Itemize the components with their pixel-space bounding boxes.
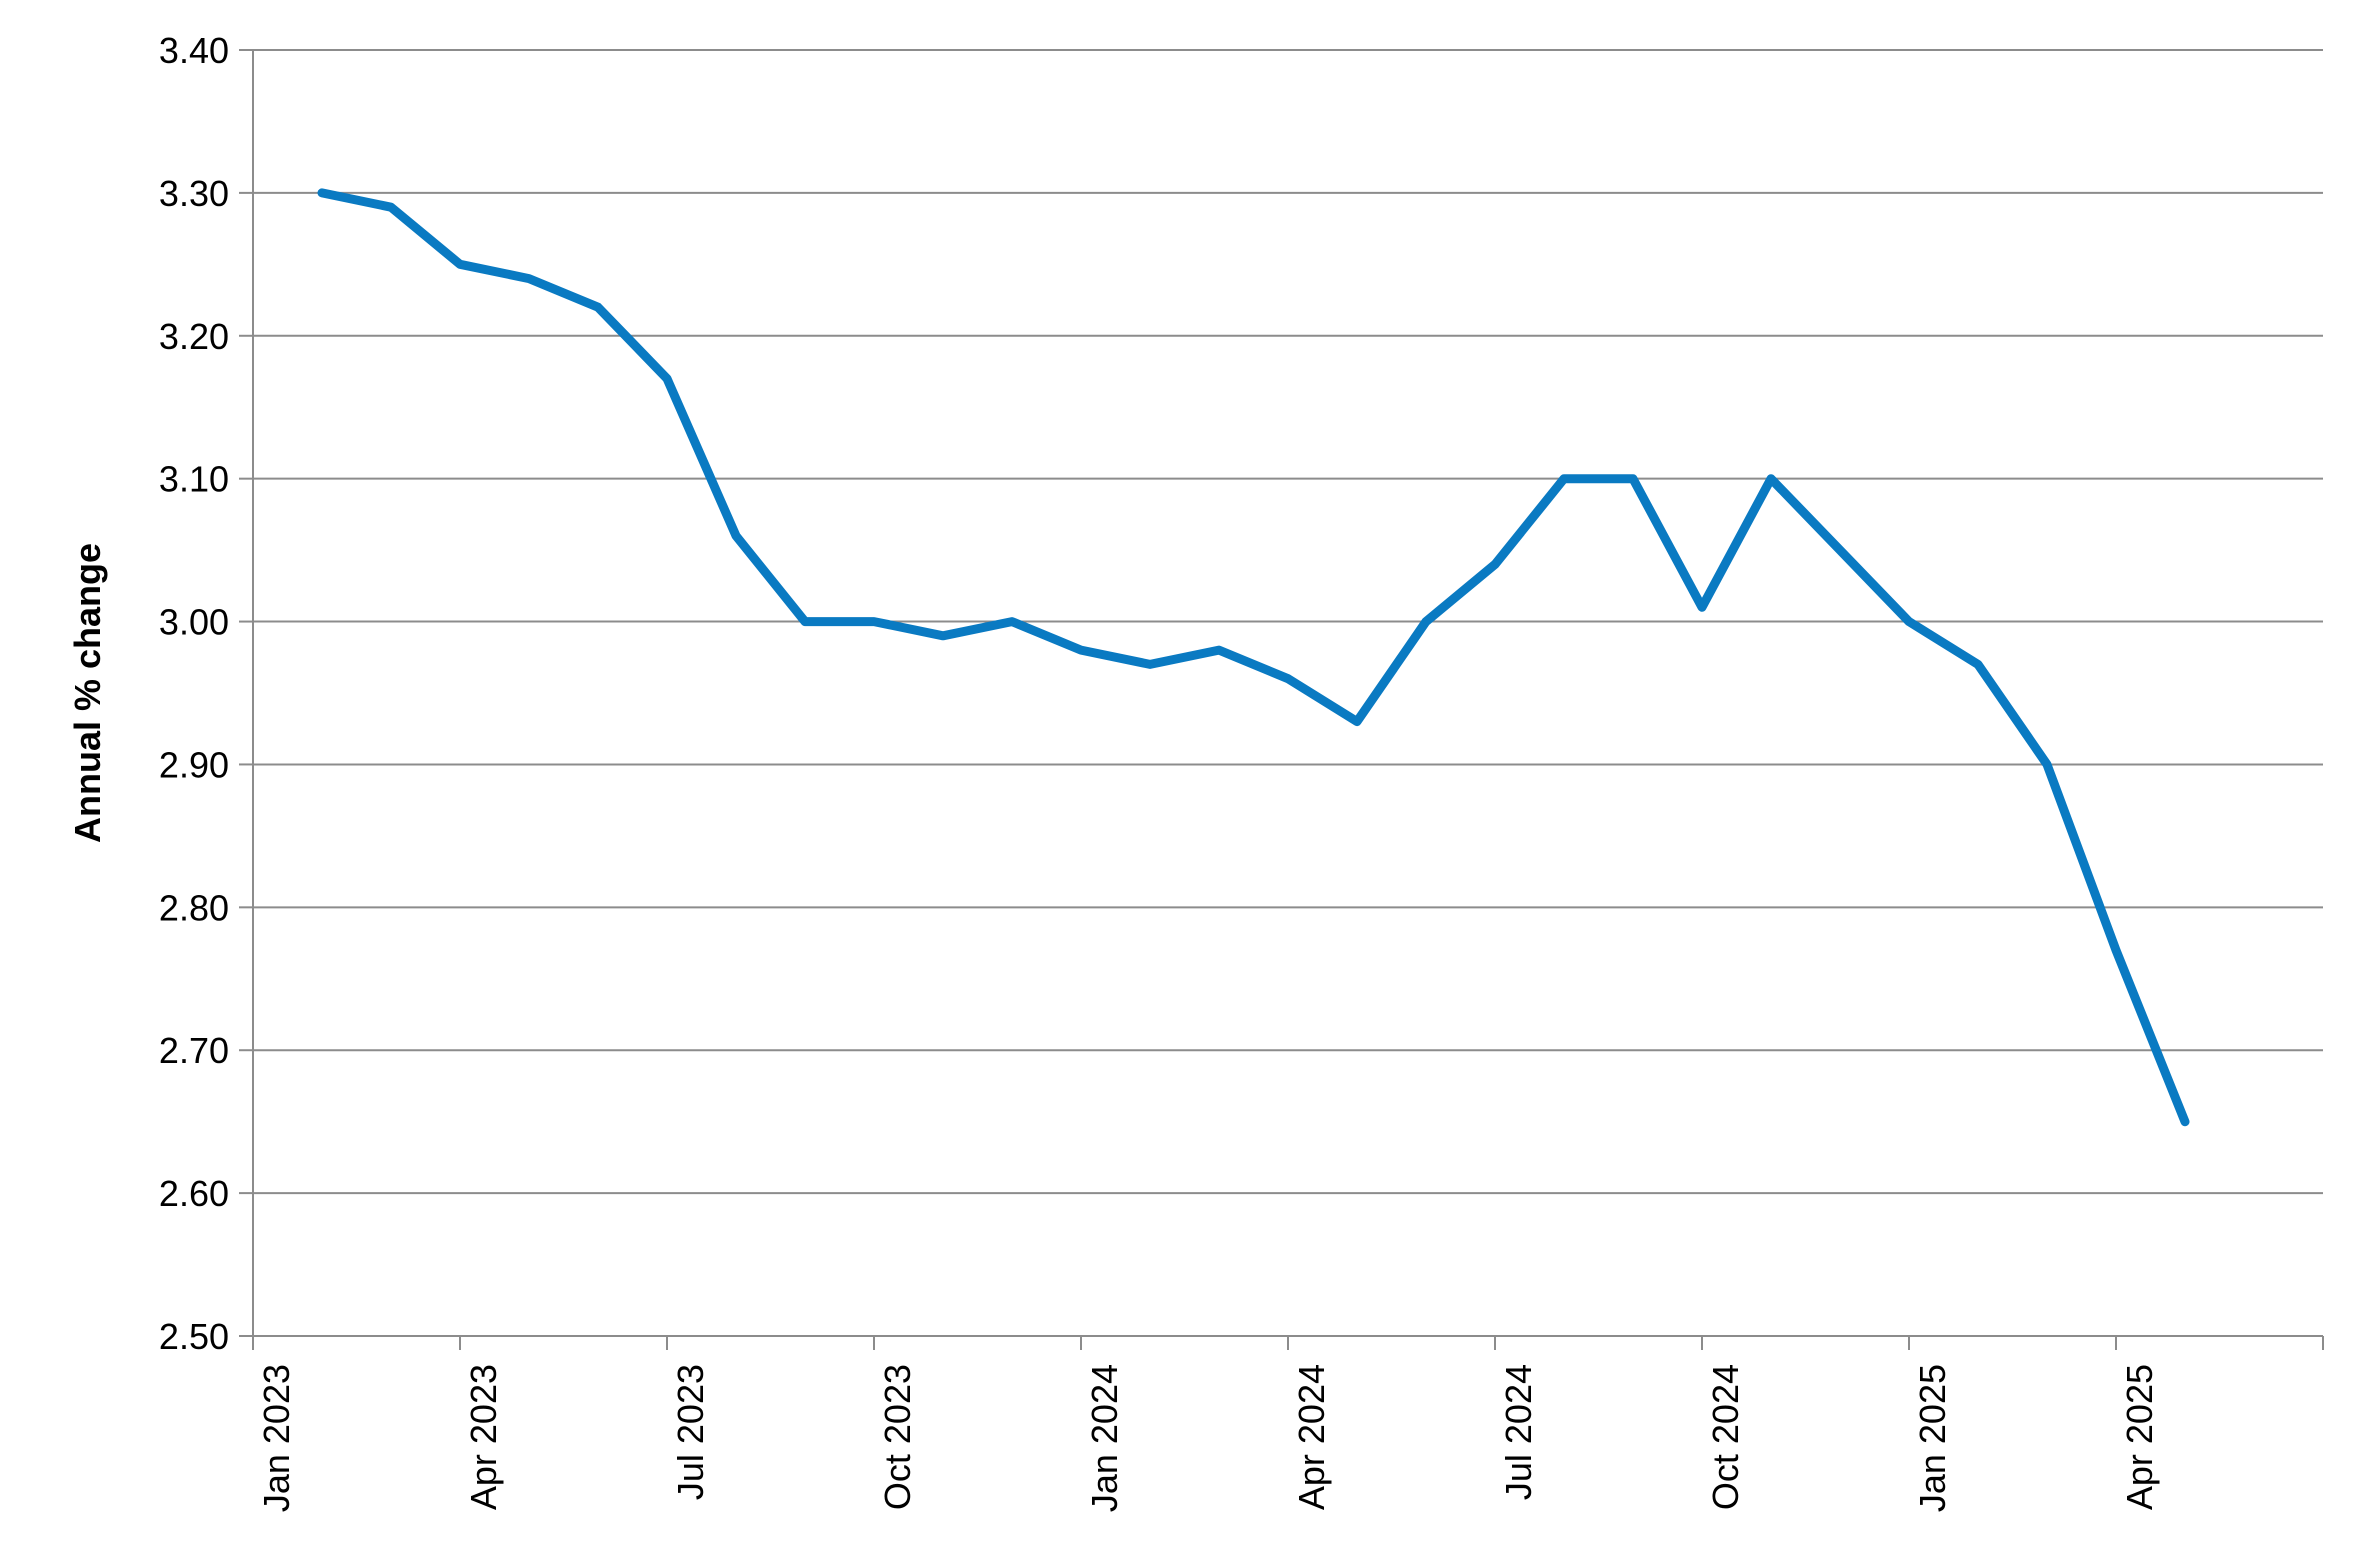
data-point bbox=[1494, 563, 1496, 565]
y-tick-label: 2.80 bbox=[159, 887, 229, 928]
data-point bbox=[1977, 663, 1979, 665]
data-point bbox=[735, 535, 737, 537]
data-point bbox=[1770, 478, 1772, 480]
data-point bbox=[597, 306, 599, 308]
gridlines bbox=[253, 49, 2323, 1195]
y-tick-label: 3.20 bbox=[159, 316, 229, 357]
data-point bbox=[2184, 1121, 2186, 1123]
data-point bbox=[528, 278, 530, 280]
data-point bbox=[1701, 606, 1703, 608]
x-axis-tick-labels: Jan 2023 Apr 2023 Jul 2023 Oct 2023 Jan 2024… bbox=[256, 1364, 2160, 1512]
x-tick-label: Oct 2023 bbox=[877, 1364, 918, 1510]
data-point bbox=[1149, 663, 1151, 665]
axes bbox=[239, 49, 2324, 1350]
y-tick-label: 2.90 bbox=[159, 744, 229, 785]
y-tick-label: 3.00 bbox=[159, 602, 229, 643]
data-point bbox=[1287, 678, 1289, 680]
x-tick-label: Jan 2025 bbox=[1912, 1364, 1953, 1512]
data-point bbox=[1011, 621, 1013, 623]
y-tick-label: 3.30 bbox=[159, 173, 229, 214]
x-tick-label: Jan 2024 bbox=[1084, 1364, 1125, 1512]
x-tick-label: Apr 2025 bbox=[2119, 1364, 2160, 1510]
y-axis-tick-labels: 2.50 2.60 2.70 2.80 2.90 3.00 3.10 3.20 3.30 3.40 bbox=[159, 30, 229, 1357]
data-point bbox=[1356, 721, 1358, 723]
x-tick-label: Jul 2024 bbox=[1498, 1364, 1539, 1500]
data-point bbox=[321, 192, 323, 194]
data-point bbox=[2046, 763, 2048, 765]
data-point bbox=[459, 263, 461, 265]
data-point bbox=[1632, 478, 1634, 480]
data-point bbox=[942, 635, 944, 637]
x-tick-label: Apr 2024 bbox=[1291, 1364, 1332, 1510]
y-axis-title: Annual % change bbox=[67, 543, 108, 843]
y-tick-label: 3.10 bbox=[159, 459, 229, 500]
data-point bbox=[1908, 621, 1910, 623]
x-tick-label: Jan 2023 bbox=[256, 1364, 297, 1512]
data-point bbox=[1080, 649, 1082, 651]
data-point bbox=[2115, 949, 2117, 951]
data-point bbox=[1425, 621, 1427, 623]
data-point bbox=[390, 206, 392, 208]
data-point bbox=[1563, 478, 1565, 480]
y-tick-label: 2.70 bbox=[159, 1030, 229, 1071]
y-tick-label: 3.40 bbox=[159, 30, 229, 71]
series-group bbox=[317, 188, 2190, 1127]
data-point bbox=[804, 621, 806, 623]
data-point bbox=[1839, 549, 1841, 551]
x-tick-label: Jul 2023 bbox=[670, 1364, 711, 1500]
y-tick-label: 2.50 bbox=[159, 1316, 229, 1357]
y-tick-label: 2.60 bbox=[159, 1173, 229, 1214]
data-point bbox=[1218, 649, 1220, 651]
x-tick-label: Apr 2023 bbox=[463, 1364, 504, 1510]
x-tick-label: Oct 2024 bbox=[1705, 1364, 1746, 1510]
data-point bbox=[873, 621, 875, 623]
series-line-0 bbox=[317, 188, 2190, 1127]
data-point bbox=[666, 378, 668, 380]
